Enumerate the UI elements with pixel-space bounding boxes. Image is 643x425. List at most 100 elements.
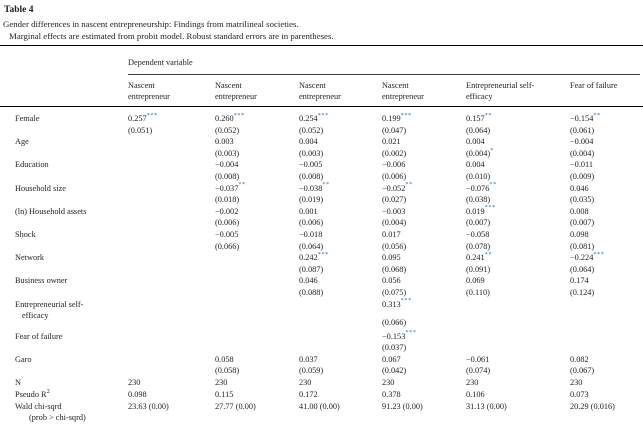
- column-header-line2: entrepreneur: [215, 92, 257, 101]
- stat-value: 0.106: [466, 389, 485, 399]
- std-error: (0.042): [382, 366, 407, 376]
- table-row: Age 0.003 (0.003) 0.004 (0.003) 0.021 (0.002) 0…: [0, 136, 643, 159]
- significance-stars: **: [238, 181, 246, 189]
- row-label: Network: [15, 253, 45, 263]
- column-header-line2: [570, 91, 643, 102]
- std-error: (0.081): [570, 241, 595, 251]
- coef-cell: 0.260*** (0.052): [215, 111, 299, 136]
- coef-value: −0.058: [466, 229, 490, 239]
- significance-stars: **: [405, 181, 413, 189]
- table-row: Entrepreneurial self-efficacy 0.313*** (0.…: [0, 298, 643, 329]
- stat-label: Wald chi-sqrd (prob > chi-sqrd): [15, 401, 128, 424]
- significance-stars: ***: [484, 204, 496, 212]
- row-label: (ln) Household assets: [15, 206, 87, 216]
- column-header: Fear of failure: [570, 80, 643, 102]
- coef-cell: 0.067 (0.042): [382, 354, 466, 377]
- column-header-line1: Fear of failure: [570, 81, 618, 90]
- coef-value: 0.257***: [128, 111, 158, 123]
- coef-value: 0.058: [215, 354, 234, 364]
- coef-cell: 0.254*** (0.052): [299, 111, 382, 136]
- coef-cell: [299, 299, 382, 329]
- coef-cell: [128, 354, 215, 377]
- coef-value: −0.224***: [570, 250, 605, 263]
- std-error: (0.066): [382, 318, 407, 328]
- coef-cell: [128, 206, 215, 229]
- significance-stars: ***: [317, 250, 329, 258]
- column-header-line1: Nascent: [299, 81, 326, 90]
- coef-cell: 0.046 (0.035): [570, 183, 643, 206]
- coef-cell: 0.095 (0.068): [382, 252, 466, 275]
- coef-cell: −0.037** (0.018): [215, 181, 299, 206]
- coef-value: −0.002: [215, 206, 239, 216]
- column-header: Entrepreneurial self-efficacy: [466, 80, 570, 102]
- coef-value: 0.098: [570, 229, 589, 239]
- coef-cell: [215, 275, 299, 298]
- std-error: (0.006): [382, 171, 407, 181]
- table-caption: Gender differences in nascent entreprene…: [3, 19, 299, 29]
- column-header: Nascent entrepreneur: [299, 80, 382, 102]
- std-error: (0.058): [215, 366, 240, 376]
- coef-cell: 0.157** (0.064): [466, 112, 570, 136]
- coef-cell: 0.004 (0.004)*: [466, 136, 570, 159]
- coef-cell: 0.069 (0.110): [466, 275, 570, 298]
- std-error: (0.087): [299, 264, 324, 274]
- std-error: (0.074): [466, 366, 491, 376]
- std-error: (0.088): [299, 287, 324, 297]
- coef-cell: 0.058 (0.058): [215, 354, 299, 377]
- coef-cell: [128, 299, 215, 329]
- std-error: (0.066): [215, 241, 240, 251]
- column-header: Nascent entrepreneur: [215, 80, 299, 102]
- coef-cell: −0.058 (0.078): [466, 229, 570, 252]
- coef-cell: 0.199*** (0.047): [382, 112, 466, 136]
- coef-cell: [128, 159, 215, 182]
- stat-value: 230: [128, 378, 141, 388]
- stat-row: Wald chi-sqrd (prob > chi-sqrd) 23.63 (0.0…: [0, 401, 643, 424]
- coef-value: −0.038**: [299, 181, 330, 193]
- coef-cell: [215, 331, 299, 354]
- coef-value: −0.005: [299, 160, 323, 170]
- std-error: (0.068): [382, 264, 407, 274]
- coef-value: 0.003: [215, 137, 234, 147]
- coef-value: −0.005: [215, 229, 239, 239]
- coef-value: 0.004: [299, 137, 318, 147]
- coef-cell: 0.257*** (0.051): [128, 111, 215, 136]
- std-error: (0.003): [299, 148, 324, 158]
- std-error: (0.009): [570, 171, 595, 181]
- coef-cell: −0.153*** (0.037): [382, 330, 466, 354]
- stat-value: 230: [466, 378, 479, 388]
- significance-stars: **: [484, 250, 493, 258]
- column-header-line1: Nascent: [128, 81, 155, 90]
- significance-stars: ***: [233, 111, 245, 119]
- stat-value: 230: [215, 378, 228, 388]
- stat-sublabel: (prob > chi-sqrd): [29, 413, 86, 423]
- stat-value: 31.13 (0.00): [466, 401, 507, 411]
- coef-value: 0.004: [466, 137, 485, 147]
- std-error: (0.047): [382, 125, 407, 135]
- coef-value: 0.001: [299, 206, 318, 216]
- coef-cell: [466, 299, 570, 329]
- coef-value: −0.004: [215, 160, 239, 170]
- std-error: (0.010): [466, 171, 491, 181]
- std-error: (0.078): [466, 241, 491, 251]
- row-label: Shock: [15, 229, 36, 239]
- significance-stars: **: [593, 111, 601, 119]
- coef-value: 0.241**: [466, 250, 493, 263]
- std-error: (0.007): [570, 218, 595, 228]
- table-id: Table 4: [4, 5, 34, 15]
- std-error: (0.002): [382, 148, 407, 158]
- spanner-row: Dependent variable: [128, 46, 640, 75]
- significance-stars: ***: [317, 111, 329, 119]
- coef-value: 0.254***: [299, 111, 329, 123]
- stat-value: 20.29 (0.016): [570, 401, 615, 411]
- std-error: (0.008): [215, 171, 240, 181]
- coef-cell: −0.003 (0.004): [382, 206, 466, 229]
- table-row: (ln) Household assets −0.002 (0.006) 0.001 (…: [0, 204, 643, 229]
- coef-value: 0.021: [382, 137, 401, 147]
- coef-value: −0.154**: [570, 111, 601, 123]
- std-error: (0.004): [382, 218, 407, 228]
- stat-value: 230: [382, 378, 395, 388]
- stat-label-superscript: 2: [46, 388, 50, 396]
- table-rule-top: [0, 45, 643, 46]
- coef-cell: −0.011 (0.009): [570, 159, 643, 182]
